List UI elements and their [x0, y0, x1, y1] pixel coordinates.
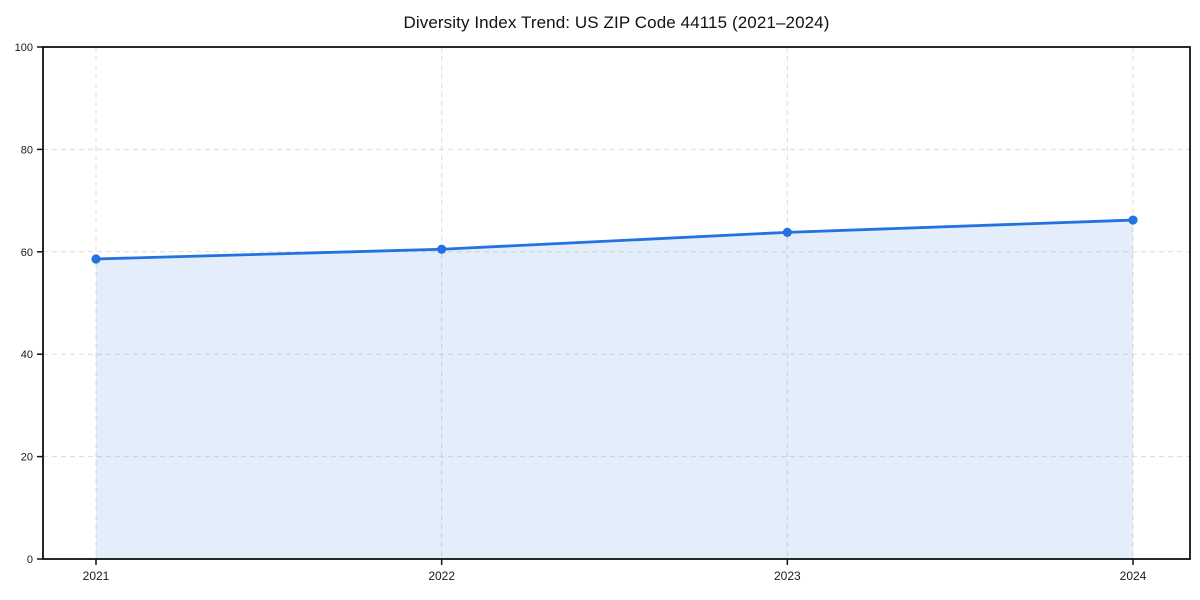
y-tick-label: 20 — [21, 452, 33, 464]
y-tick-label: 0 — [27, 554, 33, 566]
plot-area: 0 20 40 60 80 100 2021 2022 2023 2024 — [15, 42, 1191, 583]
x-tick-label: 2021 — [83, 569, 110, 583]
axes-border — [42, 46, 1191, 560]
data-point-2022 — [437, 244, 447, 254]
y-tick-label: 60 — [21, 247, 33, 259]
data-point-2023 — [782, 227, 792, 237]
x-tick-label: 2024 — [1120, 569, 1147, 583]
y-tick-label: 80 — [21, 144, 33, 156]
data-point-2024 — [1128, 215, 1138, 225]
y-tick-label: 40 — [21, 349, 33, 361]
data-point-2021 — [91, 254, 101, 264]
line-area-chart: 0 20 40 60 80 100 2021 2022 2023 2024 — [15, 42, 1191, 583]
x-tick-label: 2022 — [428, 569, 455, 583]
x-tick-label: 2023 — [774, 569, 801, 583]
area-fill — [96, 220, 1133, 559]
trend-line — [94, 218, 1135, 261]
y-tick-label: 100 — [15, 42, 33, 54]
chart-title: Diversity Index Trend: US ZIP Code 44115… — [403, 13, 830, 32]
